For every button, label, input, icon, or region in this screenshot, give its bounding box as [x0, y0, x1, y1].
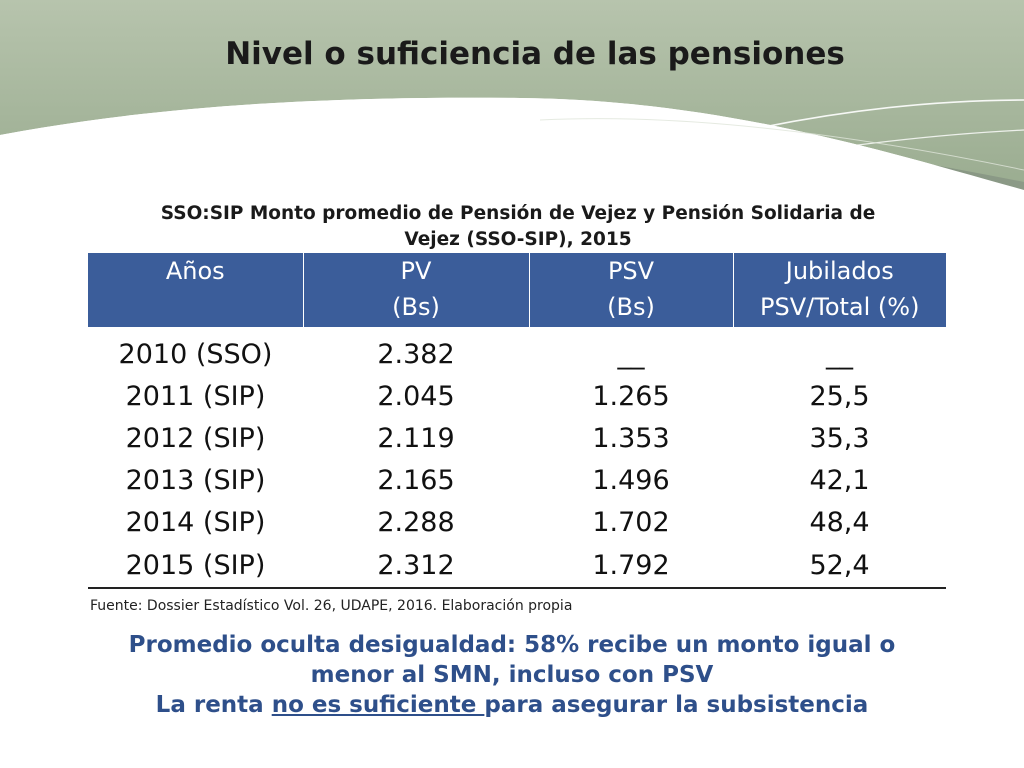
cell-jubilados: 48,4 [809, 506, 870, 538]
cell-pv: 2.045 [377, 380, 455, 412]
header-pv-label: PV [400, 257, 432, 285]
cell-jubilados: 25,5 [809, 380, 870, 412]
header-years-label: Años [165, 257, 225, 285]
header-years: Años [88, 253, 304, 327]
table-header-row: Años PV (Bs) PSV (Bs) Jubilados PSV/Tota… [88, 253, 946, 327]
table-row: 2012 (SIP) 2.119 1.353 35,3 [88, 417, 946, 459]
table-row: 2010 (SSO) 2.382 __ __ [88, 327, 946, 375]
table-caption: SSO:SIP Monto promedio de Pensión de Vej… [88, 201, 948, 253]
cell-pv: 2.119 [377, 422, 455, 454]
table-caption-line1: SSO:SIP Monto promedio de Pensión de Vej… [160, 203, 876, 224]
table-row: 2014 (SIP) 2.288 1.702 48,4 [88, 501, 946, 543]
conclusion-text: Promedio oculta desigualdad: 58% recibe … [40, 630, 984, 720]
table-row: 2011 (SIP) 2.045 1.265 25,5 [88, 375, 946, 417]
cell-psv: 1.702 [592, 506, 670, 538]
cell-pv: 2.288 [377, 506, 455, 538]
header-psv-unit: (Bs) [607, 293, 655, 321]
cell-year: 2010 (SSO) [118, 338, 273, 370]
cell-jubilados: __ [826, 338, 853, 370]
cell-psv: 1.265 [592, 380, 670, 412]
header-jubilados-unit: PSV/Total (%) [760, 293, 920, 321]
cell-pv: 2.382 [377, 338, 455, 370]
conclusion-line2: menor al SMN, incluso con PSV [310, 662, 714, 688]
header-banner [0, 0, 1024, 260]
header-pv: PV (Bs) [303, 253, 530, 327]
slide-title: Nivel o suficiencia de las pensiones [225, 36, 845, 72]
cell-psv: 1.496 [592, 464, 670, 496]
conclusion-line1: Promedio oculta desigualdad: 58% recibe … [128, 632, 896, 658]
source-note: Fuente: Dossier Estadístico Vol. 26, UDA… [90, 598, 573, 614]
header-psv: PSV (Bs) [529, 253, 734, 327]
cell-jubilados: 52,4 [733, 543, 946, 589]
cell-psv: __ [617, 338, 645, 370]
cell-year: 2011 (SIP) [125, 380, 266, 412]
cell-year: 2014 (SIP) [125, 506, 266, 538]
cell-jubilados: 42,1 [809, 464, 870, 496]
table-caption-line2: Vejez (SSO-SIP), 2015 [404, 229, 632, 250]
table-row: 2015 (SIP) 2.312 1.792 52,4 [88, 543, 946, 589]
cell-year: 2013 (SIP) [125, 464, 266, 496]
cell-psv: 1.353 [592, 422, 670, 454]
header-jubilados-label: Jubilados [785, 257, 894, 285]
cell-year: 2012 (SIP) [125, 422, 266, 454]
conclusion-line3: La renta no es suficiente para asegurar … [40, 690, 984, 720]
conclusion-line3-start: La renta [155, 692, 272, 718]
header-pv-unit: (Bs) [392, 293, 440, 321]
cell-pv: 2.312 [303, 543, 529, 589]
cell-jubilados: 35,3 [809, 422, 870, 454]
conclusion-line3-end: para asegurar la subsistencia [484, 692, 869, 718]
pension-table: Años PV (Bs) PSV (Bs) Jubilados PSV/Tota… [88, 253, 946, 589]
cell-year: 2015 (SIP) [88, 543, 303, 589]
table-row: 2013 (SIP) 2.165 1.496 42,1 [88, 459, 946, 501]
cell-psv: 1.792 [529, 543, 733, 589]
conclusion-underlined-phrase: no es suficiente [271, 692, 485, 718]
header-psv-label: PSV [607, 257, 655, 285]
cell-pv: 2.165 [377, 464, 455, 496]
header-jubilados: Jubilados PSV/Total (%) [733, 253, 946, 327]
